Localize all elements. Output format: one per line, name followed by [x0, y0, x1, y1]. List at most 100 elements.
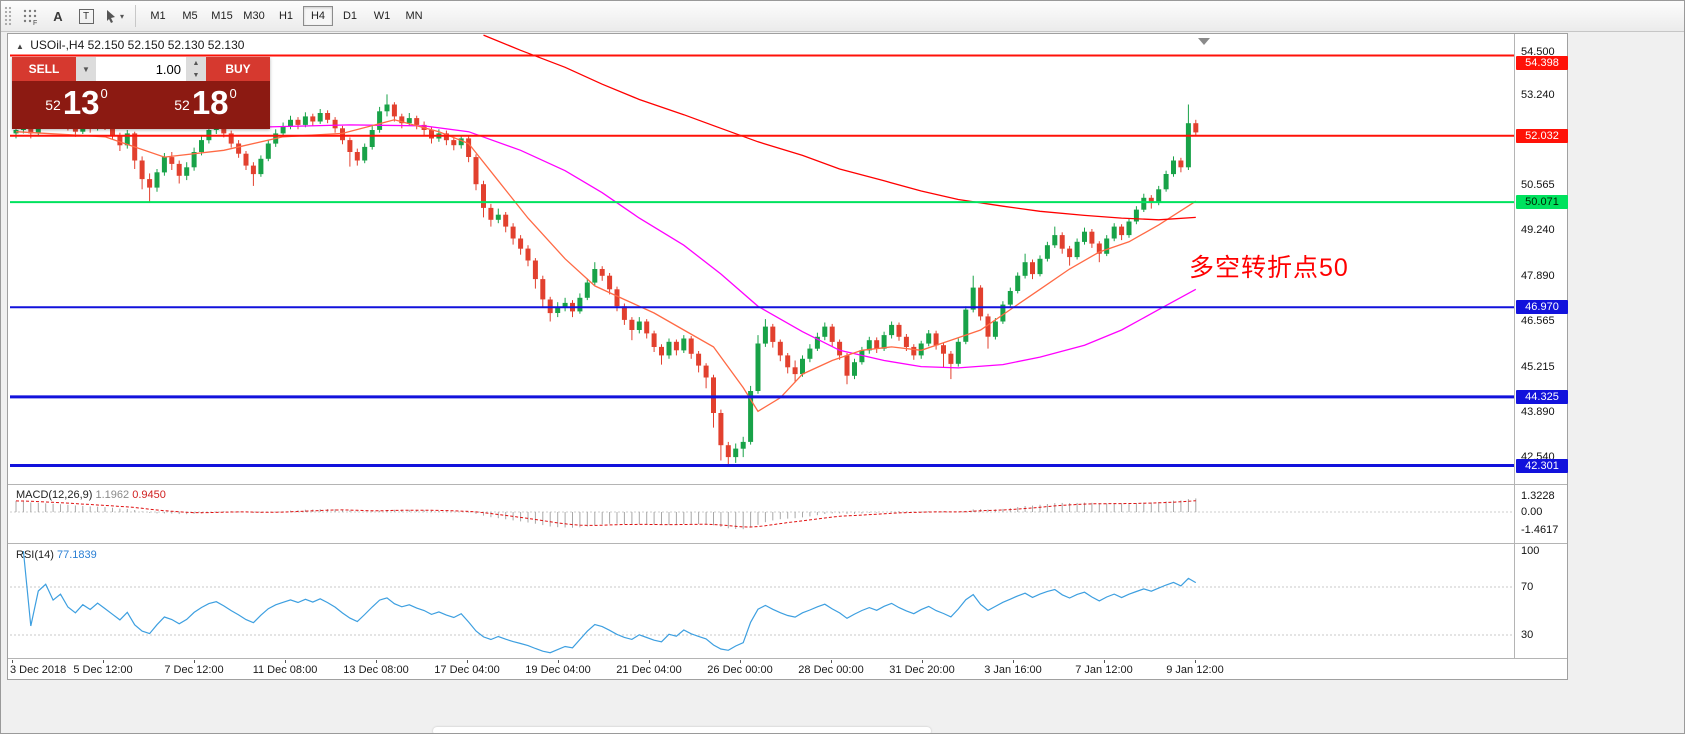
price-level-label: 46.970 — [1516, 300, 1568, 314]
price-tick-label: 54.500 — [1521, 46, 1555, 58]
timeframe-m15[interactable]: M15 — [207, 6, 237, 26]
timeframe-mn[interactable]: MN — [399, 6, 429, 26]
macd-axis-label: 1.3228 — [1521, 490, 1555, 502]
price-level-label: 50.071 — [1516, 195, 1568, 209]
time-tick-mark — [103, 660, 104, 663]
grid-tool-button[interactable]: F — [17, 4, 43, 28]
time-axis-label: 13 Dec 08:00 — [343, 664, 409, 676]
time-axis-label: 3 Jan 16:00 — [984, 664, 1042, 676]
ohlc-values: 52.150 52.150 52.130 52.130 — [87, 38, 245, 52]
chart-annotation[interactable]: 多空转折点50 — [1189, 254, 1349, 282]
chart-window: ▲ USOil-,H4 52.150 52.150 52.130 52.130 … — [7, 33, 1568, 680]
time-axis-label: 17 Dec 04:00 — [434, 664, 500, 676]
time-axis-label: 21 Dec 04:00 — [616, 664, 682, 676]
toolbar-separator — [135, 5, 136, 27]
volume-stepper: ▲ ▼ — [186, 57, 206, 81]
price-tick-label: 43.890 — [1521, 406, 1555, 418]
rsi-axis-label: 70 — [1521, 581, 1534, 593]
ask-price: 52 18 0 — [174, 86, 237, 124]
chart-shift-marker — [1198, 38, 1210, 45]
timeframe-m30[interactable]: M30 — [239, 6, 269, 26]
pane-separator[interactable] — [8, 484, 1567, 485]
time-tick-mark — [831, 660, 832, 663]
bid-price: 52 13 0 — [45, 86, 108, 124]
one-click-trade-panel: SELL ▼ ▲ ▼ BUY 52 13 0 52 18 0 — [12, 57, 270, 129]
macd-name: MACD(12,26,9) — [16, 489, 93, 501]
chart-title: ▲ USOil-,H4 52.150 52.150 52.130 52.130 — [16, 38, 244, 52]
sell-button[interactable]: SELL — [12, 57, 76, 81]
macd-canvas[interactable] — [10, 486, 1514, 543]
price-axis[interactable]: 54.500 53.240 50.565 49.240 47.890 46.565 45.2… — [1515, 34, 1569, 658]
bid-pip-digit: 0 — [100, 86, 108, 101]
timeframe-group: M1 M5 M15 M30 H1 H4 D1 W1 MN — [143, 6, 431, 26]
text-tool-button[interactable]: A — [45, 4, 71, 28]
volume-input[interactable] — [96, 57, 186, 81]
macd-axis-label: -1.4617 — [1521, 524, 1559, 536]
bid-big-digits: 13 — [62, 83, 100, 121]
timeframe-m1[interactable]: M1 — [143, 6, 173, 26]
text-box-icon: T — [78, 8, 94, 24]
macd-signal-value: 0.9450 — [132, 489, 166, 501]
time-axis-label: 3 Dec 2018 — [10, 664, 67, 676]
time-tick-mark — [740, 660, 741, 663]
taskbar-hint-bar[interactable] — [433, 727, 931, 733]
textbox-tool-button[interactable]: T — [73, 4, 99, 28]
rsi-value: 77.1839 — [56, 549, 97, 561]
pointer-icon — [106, 9, 115, 23]
pane-separator — [8, 658, 1567, 659]
rsi-name: RSI(14) — [16, 549, 54, 561]
rsi-axis-label: 30 — [1521, 629, 1534, 641]
timeframe-d1[interactable]: D1 — [335, 6, 365, 26]
ask-big-digits: 18 — [191, 83, 229, 121]
pointer-tool-button[interactable]: ▾ — [101, 4, 127, 28]
time-tick-mark — [922, 660, 923, 663]
time-axis-label: 11 Dec 08:00 — [252, 664, 318, 676]
macd-indicator-label: MACD(12,26,9) 1.1962 0.9450 — [16, 489, 166, 501]
top-toolbar: F A T ▾ M1 M5 M15 M30 H1 H4 D1 W1 MN — [1, 1, 1684, 32]
volume-increase-button[interactable]: ▲ — [186, 57, 206, 69]
chevron-down-icon: ▼ — [82, 64, 90, 74]
price-tick-label: 46.565 — [1521, 315, 1555, 327]
price-level-label: 54.398 — [1516, 56, 1568, 70]
ask-pip-digit: 0 — [229, 86, 237, 101]
time-tick-mark — [467, 660, 468, 663]
time-axis-label: 7 Jan 12:00 — [1075, 664, 1133, 676]
pane-separator[interactable] — [8, 543, 1567, 544]
time-tick-mark — [12, 660, 13, 663]
time-axis[interactable]: 3 Dec 2018 5 Dec 12:00 7 Dec 12:00 11 Dec 0… — [8, 660, 1514, 681]
time-tick-mark — [1013, 660, 1014, 663]
price-tick-label: 49.240 — [1521, 224, 1555, 236]
timeframe-h4[interactable]: H4 — [303, 6, 333, 26]
volume-decrease-button[interactable]: ▼ — [186, 69, 206, 81]
svg-text:F: F — [33, 20, 37, 25]
bid-prefix: 52 — [45, 97, 61, 113]
price-level-label: 42.301 — [1516, 459, 1568, 473]
time-tick-mark — [194, 660, 195, 663]
price-level-label: 52.032 — [1516, 129, 1568, 143]
time-tick-mark — [1195, 660, 1196, 663]
time-axis-label: 19 Dec 04:00 — [525, 664, 591, 676]
timeframe-h1[interactable]: H1 — [271, 6, 301, 26]
time-tick-mark — [649, 660, 650, 663]
volume-dropdown-button[interactable]: ▼ — [76, 57, 96, 81]
timeframe-m5[interactable]: M5 — [175, 6, 205, 26]
ask-prefix: 52 — [174, 97, 190, 113]
time-tick-mark — [285, 660, 286, 663]
symbol-period-label: USOil-,H4 — [30, 38, 85, 52]
bottom-strip — [1, 681, 1684, 733]
time-tick-mark — [376, 660, 377, 663]
macd-axis-label: 0.00 — [1521, 506, 1543, 518]
chevron-down-icon: ▾ — [119, 11, 124, 21]
rsi-canvas[interactable] — [10, 546, 1514, 658]
price-axis-separator — [1514, 34, 1515, 658]
timeframe-w1[interactable]: W1 — [367, 6, 397, 26]
price-tick-label: 50.565 — [1521, 179, 1555, 191]
time-axis-label: 26 Dec 00:00 — [707, 664, 773, 676]
price-tick-label: 53.240 — [1521, 89, 1555, 101]
toolbar-grip[interactable] — [4, 6, 12, 26]
chart-collapse-icon[interactable]: ▲ — [16, 42, 24, 51]
time-axis-label: 5 Dec 12:00 — [73, 664, 133, 676]
buy-button[interactable]: BUY — [206, 57, 270, 81]
grid-tool-icon: F — [23, 9, 37, 25]
